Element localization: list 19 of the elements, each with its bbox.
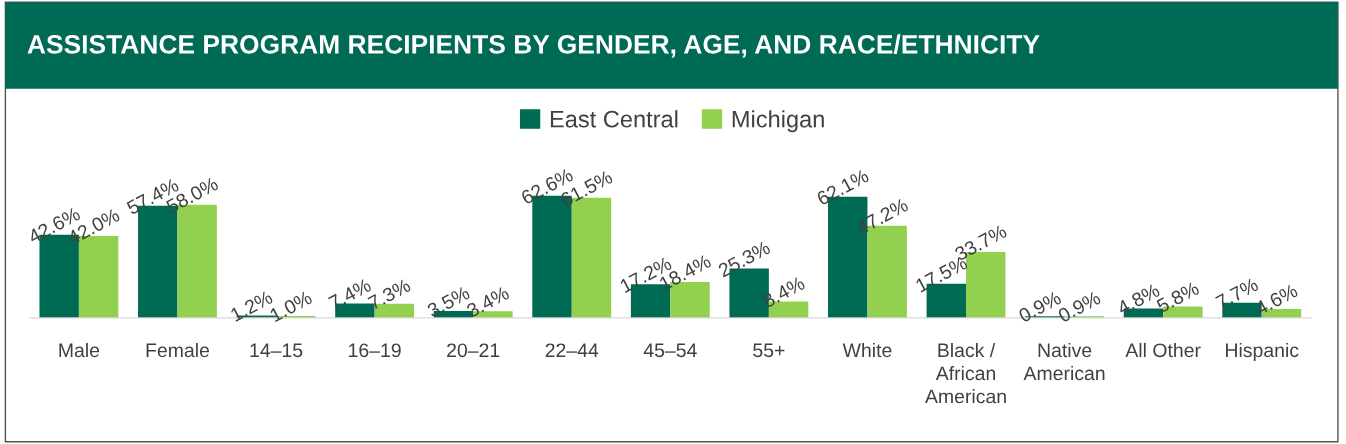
x-tick-label: 16–19 xyxy=(349,343,401,358)
x-tick-label: Hispanic xyxy=(1226,342,1299,362)
x-tick-label: 22–44 xyxy=(545,343,599,357)
x-tick-label: White xyxy=(842,342,892,358)
x-tick-label: 45–54 xyxy=(643,343,697,358)
x-tick-label: All Other xyxy=(1125,342,1201,358)
legend-label: Michigan xyxy=(732,110,824,133)
data-label: 1.2% xyxy=(229,289,274,322)
data-label: 7.7% xyxy=(1215,277,1260,310)
legend-label: East Central xyxy=(550,110,678,128)
x-tick-label: 20–21 xyxy=(447,343,500,358)
x-tick-label: Native American xyxy=(1023,342,1105,381)
x-tick-label: 55+ xyxy=(753,343,785,358)
x-tick-label: Black / African American xyxy=(924,342,1006,404)
x-tick-label: Female xyxy=(146,342,210,358)
chart-title: ASSISTANCE PROGRAM RECIPIENTS BY GENDER, AGE, AND RACE/ETHNICITY xyxy=(27,34,1040,58)
x-tick-label: 14–15 xyxy=(250,343,303,358)
x-tick-label: Male xyxy=(59,342,100,358)
data-label: 8.4% xyxy=(761,275,806,309)
